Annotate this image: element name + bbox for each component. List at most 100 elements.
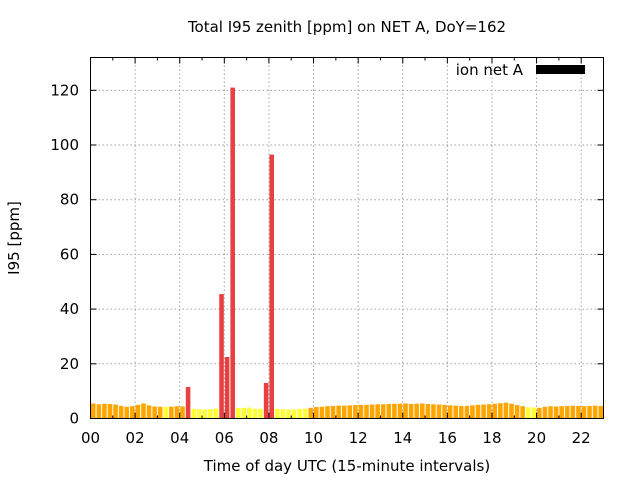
bar bbox=[542, 406, 548, 419]
x-tick-label: 12 bbox=[349, 429, 368, 447]
legend-swatch bbox=[536, 65, 585, 74]
bar bbox=[470, 405, 475, 419]
bar bbox=[180, 406, 185, 419]
bar bbox=[169, 406, 174, 419]
bar bbox=[353, 405, 358, 419]
bar bbox=[369, 404, 375, 419]
bar bbox=[592, 405, 598, 419]
x-tick-label: 08 bbox=[259, 429, 278, 447]
bar bbox=[118, 405, 124, 419]
x-tick-label: 22 bbox=[572, 429, 591, 447]
bar bbox=[520, 406, 525, 419]
bar bbox=[113, 404, 118, 419]
y-tick-label: 100 bbox=[50, 136, 79, 154]
bar bbox=[258, 408, 263, 419]
bar bbox=[302, 408, 308, 419]
bar bbox=[96, 404, 102, 419]
bar bbox=[403, 403, 408, 419]
bar bbox=[157, 406, 163, 419]
bar bbox=[481, 404, 486, 419]
x-axis-title: Time of day UTC (15-minute intervals) bbox=[203, 457, 490, 475]
y-tick-labels: 0 20 40 60 80 100 120 bbox=[50, 81, 79, 427]
chart-title: Total I95 zenith [ppm] on NET A, DoY=162 bbox=[187, 18, 506, 36]
bar bbox=[291, 409, 297, 419]
y-tick-label: 60 bbox=[60, 245, 79, 263]
bar bbox=[235, 408, 241, 419]
x-tick-label: 18 bbox=[482, 429, 501, 447]
bar bbox=[453, 405, 459, 419]
bar bbox=[386, 404, 392, 419]
bar bbox=[263, 382, 269, 419]
bar bbox=[408, 404, 414, 419]
bar bbox=[498, 403, 503, 419]
bar bbox=[587, 405, 592, 419]
bar bbox=[336, 405, 341, 419]
bar bbox=[146, 405, 152, 419]
bar bbox=[286, 409, 291, 419]
bar bbox=[431, 404, 436, 419]
bar bbox=[570, 405, 576, 419]
bar bbox=[219, 294, 224, 419]
y-tick-label: 120 bbox=[50, 81, 79, 99]
bar bbox=[252, 408, 258, 419]
bar bbox=[174, 406, 180, 419]
bar bbox=[392, 403, 397, 419]
bar bbox=[247, 407, 252, 419]
bar bbox=[135, 404, 141, 419]
bar bbox=[492, 403, 498, 419]
bar bbox=[598, 405, 603, 419]
bar bbox=[503, 402, 509, 419]
bar bbox=[347, 405, 353, 419]
legend-label: ion net A bbox=[456, 61, 524, 79]
y-tick-label: 20 bbox=[60, 355, 79, 373]
bar bbox=[414, 403, 419, 419]
bar bbox=[325, 406, 330, 419]
bar bbox=[224, 356, 230, 419]
bar bbox=[464, 405, 470, 419]
bar bbox=[581, 406, 587, 419]
bar bbox=[514, 405, 520, 419]
bar bbox=[241, 407, 247, 419]
bar bbox=[509, 403, 514, 419]
bar bbox=[202, 409, 208, 419]
bar bbox=[548, 406, 553, 419]
bar bbox=[124, 406, 130, 419]
bar bbox=[559, 406, 564, 419]
x-tick-label: 10 bbox=[304, 429, 323, 447]
bar bbox=[447, 405, 453, 419]
bar bbox=[308, 407, 314, 419]
bar bbox=[553, 406, 559, 419]
bar bbox=[319, 406, 325, 419]
bar bbox=[269, 154, 275, 419]
bar bbox=[152, 406, 157, 419]
y-tick-label: 0 bbox=[69, 410, 79, 428]
bar bbox=[486, 404, 492, 419]
bar bbox=[425, 404, 431, 419]
x-tick-label: 02 bbox=[126, 429, 145, 447]
y-axis-title: I95 [ppm] bbox=[5, 201, 23, 275]
bar bbox=[275, 408, 280, 419]
bar bbox=[442, 404, 447, 419]
bar bbox=[280, 409, 286, 419]
bar bbox=[341, 405, 347, 419]
bar bbox=[459, 405, 464, 419]
bar bbox=[213, 408, 219, 419]
bar bbox=[191, 408, 196, 419]
x-tick-label: 04 bbox=[170, 429, 189, 447]
y-tick-label: 40 bbox=[60, 300, 79, 318]
bar bbox=[208, 409, 213, 419]
plot-frame bbox=[90, 57, 604, 419]
grid-lines bbox=[90, 57, 604, 419]
x-tick-label: 06 bbox=[215, 429, 234, 447]
bar bbox=[230, 87, 235, 419]
bar bbox=[537, 407, 542, 419]
bar bbox=[576, 405, 581, 419]
bar bbox=[375, 404, 380, 419]
bar bbox=[475, 404, 481, 419]
bar bbox=[196, 409, 202, 419]
bar bbox=[364, 404, 369, 419]
legend: ion net A bbox=[456, 61, 585, 79]
bar bbox=[531, 407, 537, 419]
bar bbox=[419, 403, 425, 419]
